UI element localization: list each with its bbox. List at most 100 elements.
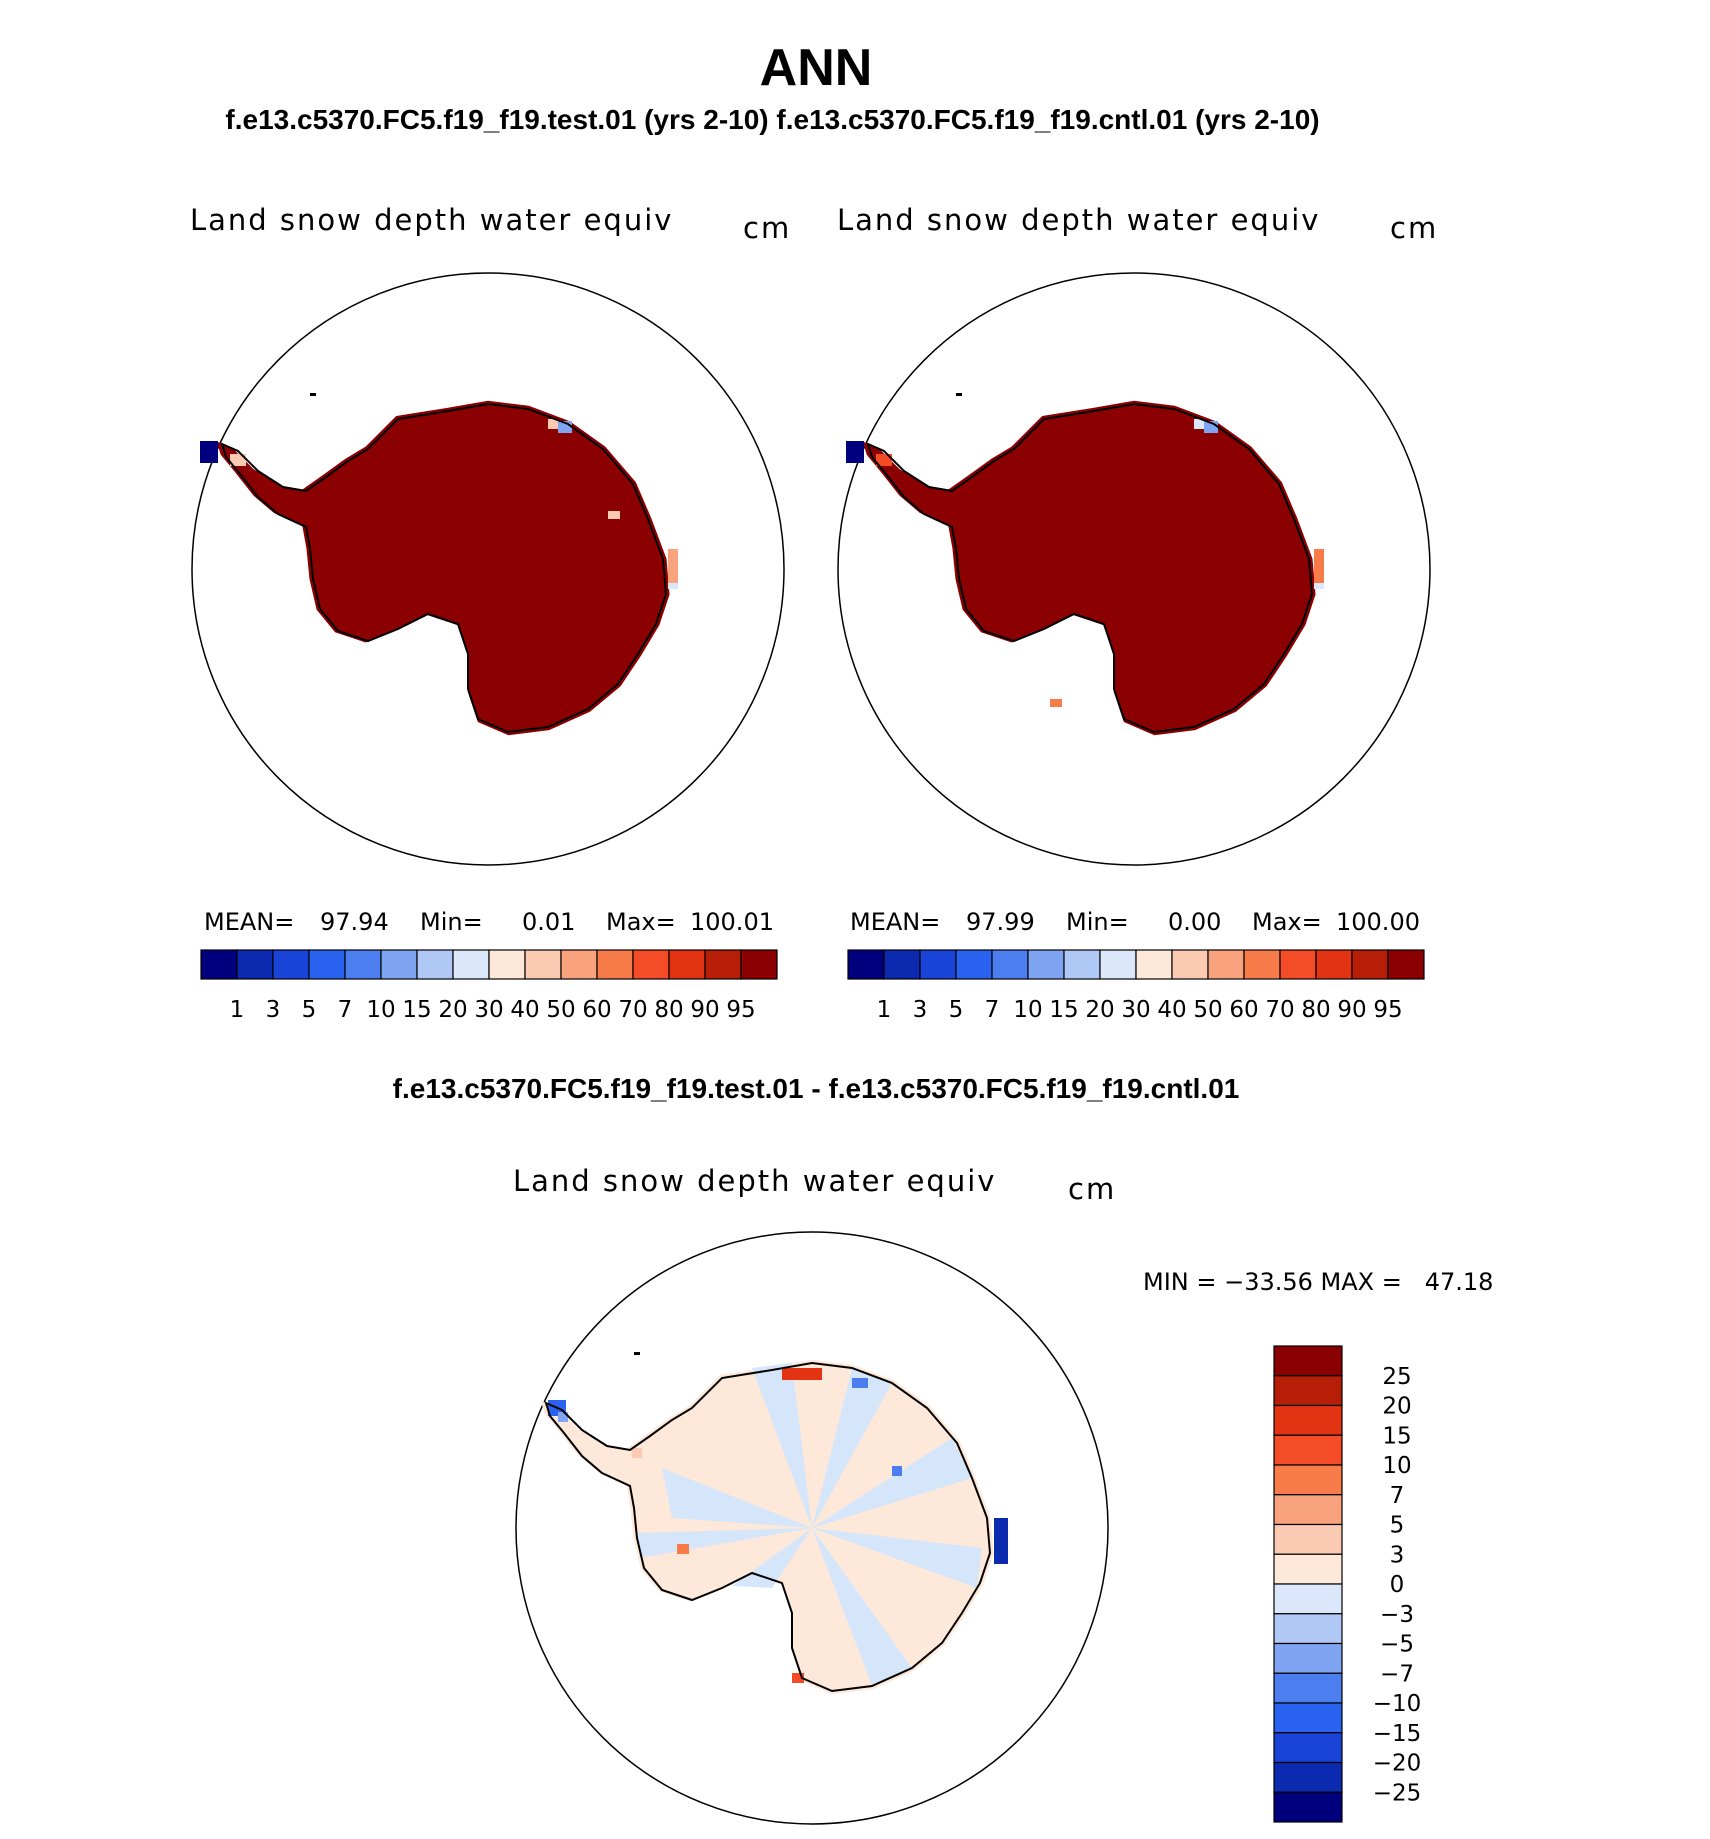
difference-colorbar: 25 20 15 10 7 5 3 0 −3 −5 −7 −10 −15 −20 −25 — [1273, 1345, 1422, 1823]
control-colorbar-swatch — [1243, 949, 1281, 980]
test-map-cell — [668, 583, 678, 589]
difference-map-cell — [792, 1673, 804, 1683]
test-colorbar-swatch — [200, 949, 238, 980]
difference-colorbar-tick-label: −25 — [1373, 1780, 1422, 1806]
test-map-islet — [310, 393, 316, 396]
control-colorbar-tick-label: 60 — [1229, 997, 1258, 1023]
test-units-label: cm — [743, 211, 792, 245]
difference-colorbar-tick-label: 0 — [1390, 1572, 1405, 1598]
difference-map-islet — [634, 1352, 640, 1355]
control-map-islet — [956, 393, 962, 396]
difference-colorbar-tick-label: 7 — [1390, 1483, 1405, 1509]
control-colorbar-swatch — [991, 949, 1029, 980]
test-colorbar-swatch — [344, 949, 382, 980]
test-colorbar-swatch — [272, 949, 310, 980]
control-map-cell — [876, 454, 892, 466]
control-colorbar-tick-label: 90 — [1337, 997, 1366, 1023]
difference-colorbar-swatch — [1273, 1404, 1343, 1436]
difference-stats: MIN = −33.56 MAX = 47.18 — [1143, 1268, 1494, 1296]
difference-map-cell — [558, 1412, 568, 1422]
control-map-cell — [1194, 419, 1204, 429]
test-colorbar-tick-label: 90 — [690, 997, 719, 1023]
control-colorbar-tick-label: 80 — [1301, 997, 1330, 1023]
control-colorbar-tick-label: 20 — [1085, 997, 1114, 1023]
control-colorbar: 1 3 5 7 10 15 20 30 40 50 60 70 80 90 95 — [847, 949, 1425, 1023]
control-colorbar-swatch — [1171, 949, 1209, 980]
test-colorbar-tick-label: 95 — [726, 997, 755, 1023]
difference-colorbar-tick-label: −7 — [1380, 1661, 1414, 1687]
test-colorbar-tick-label: 3 — [266, 997, 281, 1023]
test-colorbar-swatch — [236, 949, 274, 980]
control-colorbar-swatch — [1207, 949, 1245, 980]
difference-colorbar-swatch — [1273, 1642, 1343, 1674]
control-map-cell — [1314, 549, 1324, 583]
control-colorbar-tick-label: 40 — [1157, 997, 1186, 1023]
difference-title: f.e13.c5370.FC5.f19_f19.test.01 - f.e13.… — [392, 1073, 1240, 1104]
difference-colorbar-tick-label: 3 — [1390, 1542, 1405, 1568]
control-colorbar-tick-label: 30 — [1121, 997, 1150, 1023]
test-colorbar-swatch — [488, 949, 526, 980]
test-colorbar-swatch — [596, 949, 634, 980]
difference-variable-label: Land snow depth water equiv — [513, 1164, 997, 1198]
control-max-label: Max= — [1252, 908, 1322, 936]
test-colorbar-swatch — [704, 949, 742, 980]
difference-colorbar-swatch — [1273, 1613, 1343, 1645]
control-map-cell — [846, 441, 864, 463]
test-colorbar-swatch — [560, 949, 598, 980]
difference-map-negative-sectors — [637, 1363, 982, 1686]
control-min-label: Min= — [1066, 908, 1129, 936]
test-colorbar-swatch — [668, 949, 706, 980]
control-units-label: cm — [1390, 211, 1439, 245]
difference-colorbar-swatch — [1273, 1583, 1343, 1615]
control-min-value: 0.00 — [1168, 908, 1222, 936]
test-map-cell — [548, 419, 558, 429]
test-map-cell — [230, 454, 246, 466]
difference-map-cell — [892, 1466, 902, 1476]
control-colorbar-swatch — [883, 949, 921, 980]
test-colorbar-tick-label: 70 — [618, 997, 647, 1023]
test-colorbar-tick-label: 50 — [546, 997, 575, 1023]
difference-colorbar-swatch — [1273, 1791, 1343, 1823]
control-colorbar-swatch — [1027, 949, 1065, 980]
difference-colorbar-tick-label: 10 — [1382, 1453, 1411, 1479]
control-colorbar-tick-label: 5 — [949, 997, 964, 1023]
control-colorbar-swatch — [1315, 949, 1353, 980]
test-colorbar: 1 3 5 7 10 15 20 30 40 50 60 70 80 90 95 — [200, 949, 778, 1023]
test-colorbar-tick-label: 7 — [338, 997, 353, 1023]
difference-colorbar-tick-label: −5 — [1380, 1632, 1414, 1658]
control-colorbar-tick-label: 3 — [913, 997, 928, 1023]
control-map-cell — [1314, 583, 1324, 589]
test-colorbar-tick-label: 30 — [474, 997, 503, 1023]
difference-colorbar-swatch — [1273, 1523, 1343, 1555]
test-colorbar-tick-label: 1 — [230, 997, 245, 1023]
test-mean-label: MEAN= — [204, 908, 295, 936]
test-map-cell — [608, 511, 620, 519]
test-min-value: 0.01 — [522, 908, 576, 936]
comparison-subtitle: f.e13.c5370.FC5.f19_f19.test.01 (yrs 2-1… — [225, 104, 1320, 135]
difference-colorbar-tick-label: 25 — [1382, 1364, 1411, 1390]
difference-colorbar-swatch — [1273, 1494, 1343, 1526]
control-colorbar-tick-label: 50 — [1193, 997, 1222, 1023]
test-map-cell — [200, 441, 218, 463]
difference-map-cell — [632, 1448, 642, 1458]
test-colorbar-tick-label: 10 — [366, 997, 395, 1023]
difference-colorbar-swatch — [1273, 1732, 1343, 1764]
control-colorbar-swatch — [1351, 949, 1389, 980]
difference-colorbar-swatch — [1273, 1702, 1343, 1734]
difference-colorbar-tick-label: −3 — [1380, 1602, 1414, 1628]
difference-colorbar-tick-label: −20 — [1373, 1751, 1422, 1777]
difference-map-cell — [994, 1518, 1008, 1564]
difference-map-cell — [852, 1378, 868, 1388]
test-map — [191, 272, 785, 866]
main-title: ANN — [759, 39, 873, 97]
control-colorbar-tick-label: 15 — [1049, 997, 1078, 1023]
test-colorbar-swatch — [740, 949, 778, 980]
test-map-cell — [668, 549, 678, 583]
test-min-label: Min= — [420, 908, 483, 936]
test-variable-label: Land snow depth water equiv — [190, 203, 674, 237]
control-map-cell — [1050, 699, 1062, 707]
control-colorbar-swatch — [1063, 949, 1101, 980]
test-colorbar-swatch — [632, 949, 670, 980]
difference-colorbar-swatch — [1273, 1434, 1343, 1466]
